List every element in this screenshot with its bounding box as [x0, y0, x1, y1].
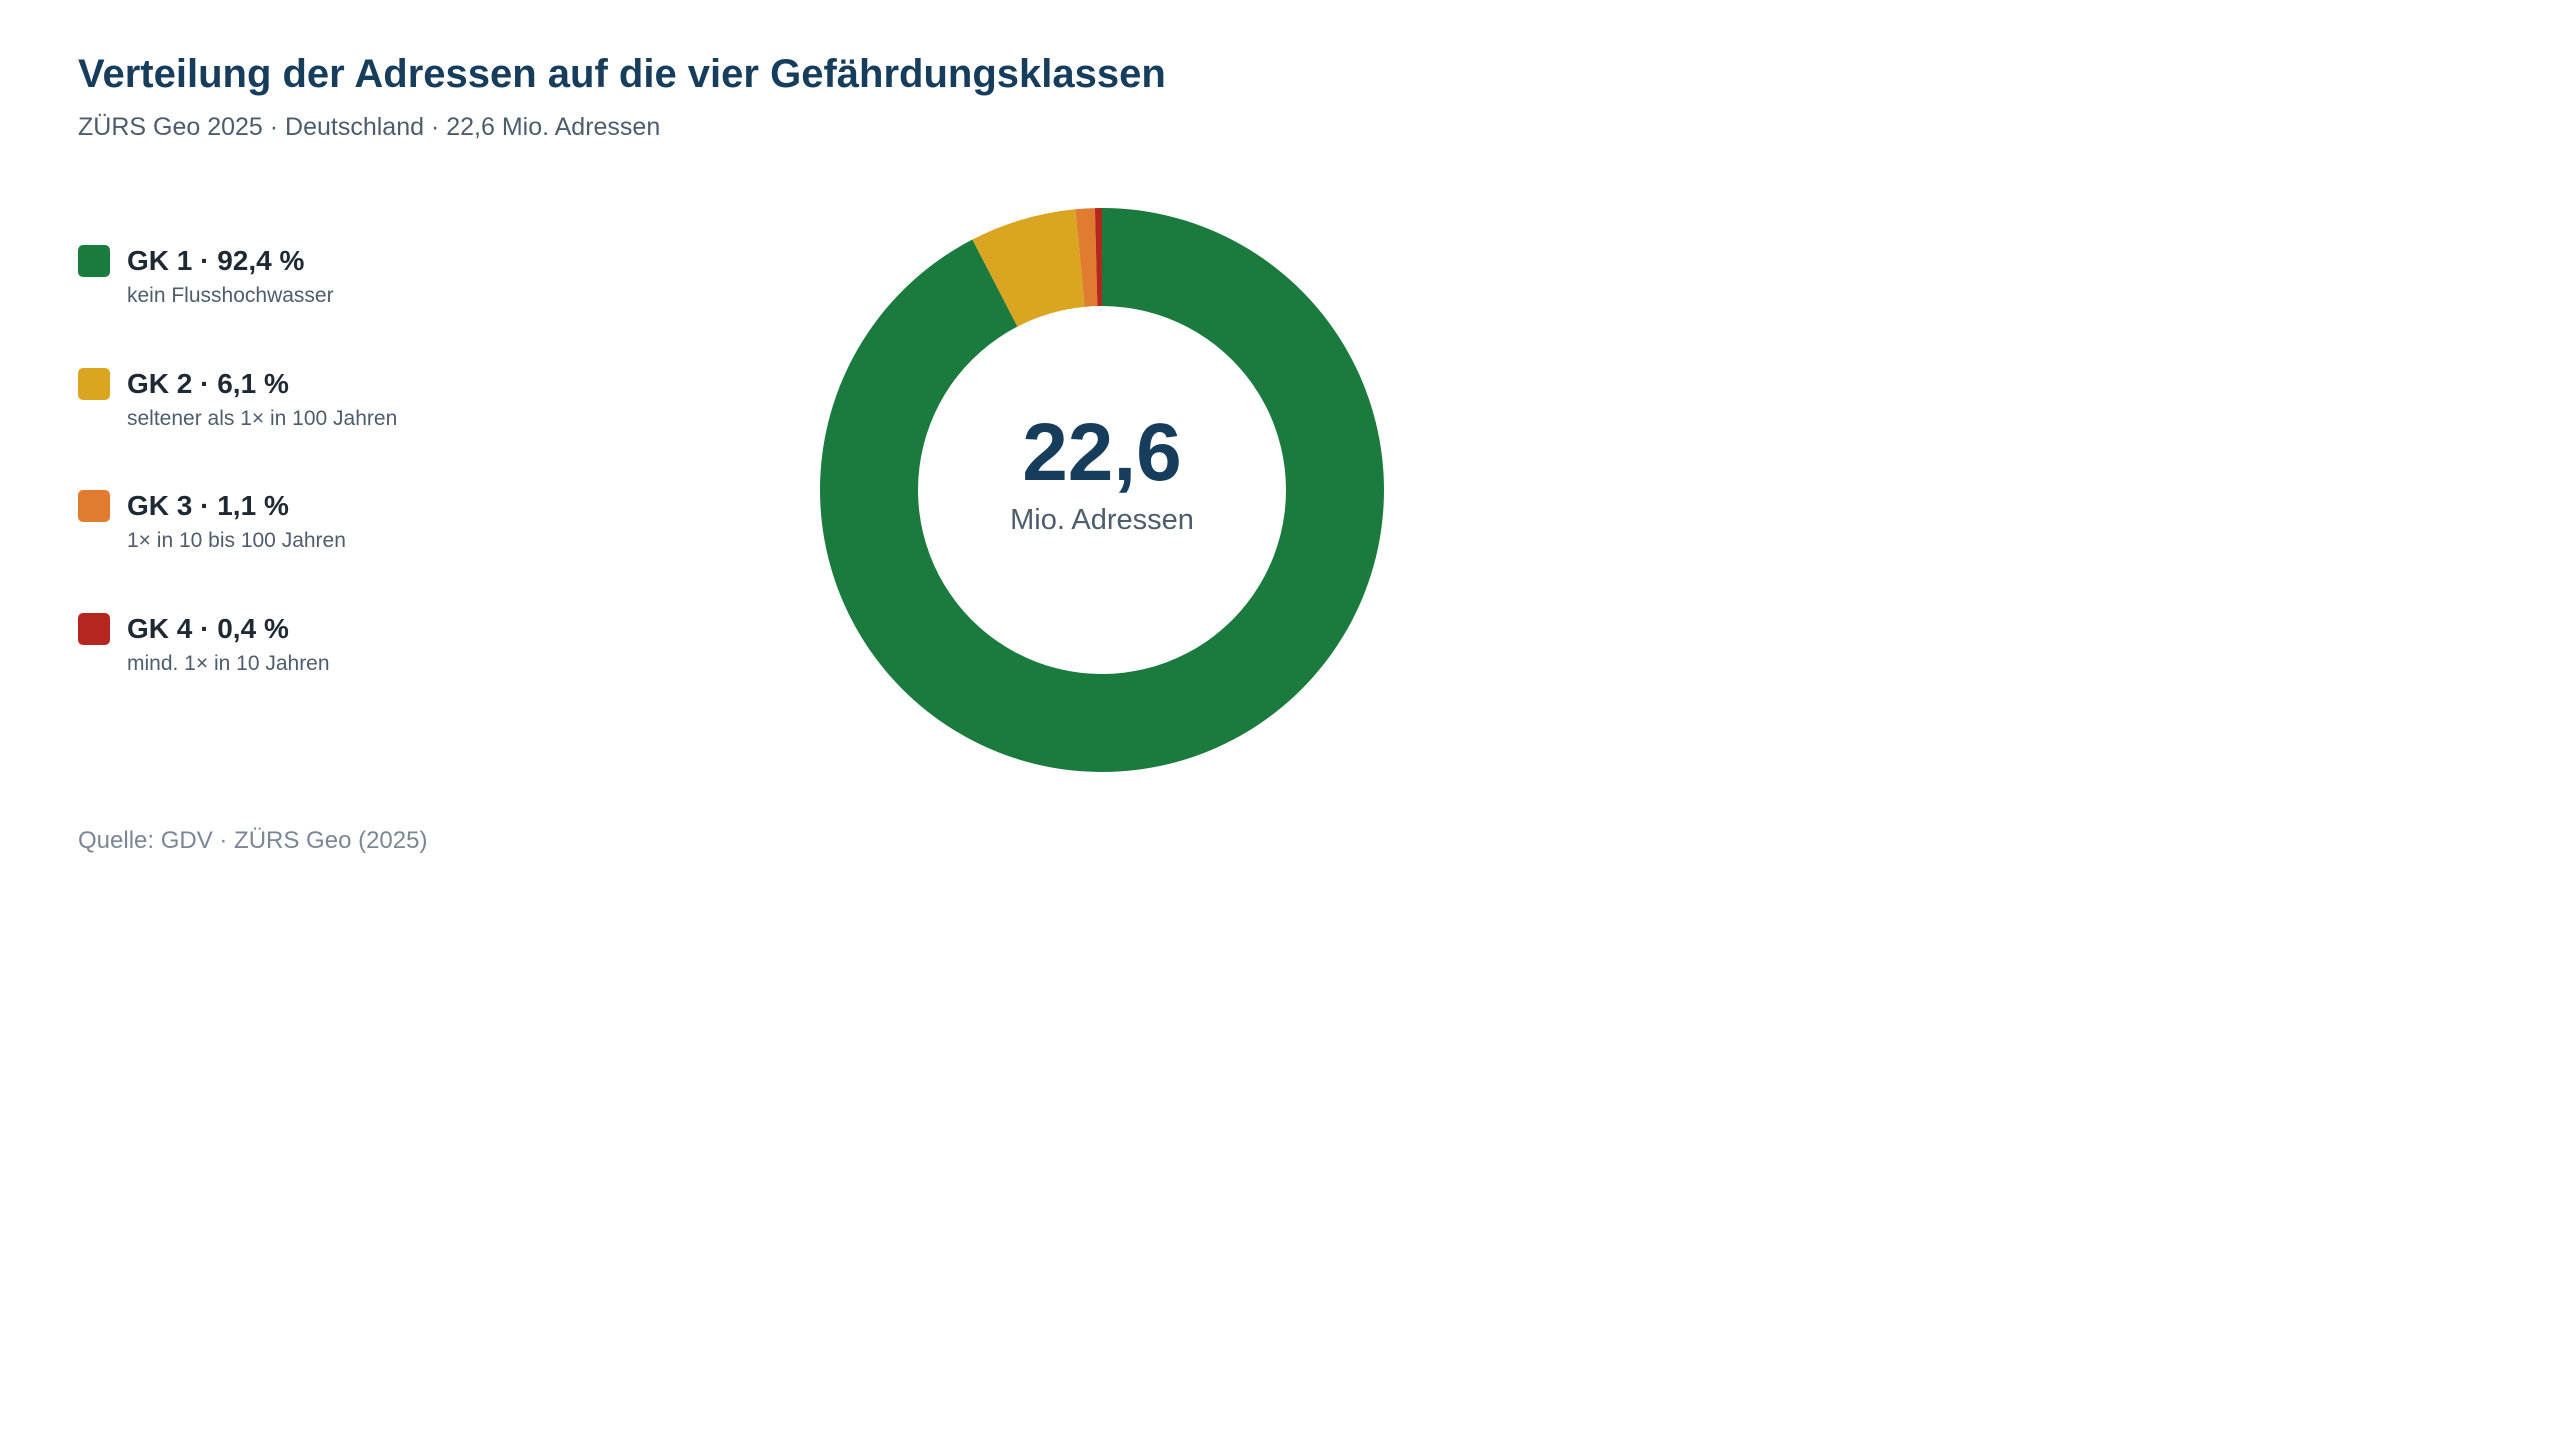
legend-label-gk3: GK 3 · 1,1 % [127, 490, 289, 521]
legend-description-gk3: 1× in 10 bis 100 Jahren [127, 529, 346, 552]
donut-slice-gk4 [1094, 208, 1102, 307]
legend-swatch-gk2 [78, 367, 110, 400]
legend-item-gk3: GK 3 · 1,1 % 1× in 10 bis 100 Jahren [78, 488, 678, 611]
donut-slice-gk3 [1075, 208, 1098, 307]
legend-item-gk1: GK 1 · 92,4 % kein Flusshochwasser [78, 243, 678, 366]
chart-subtitle: ZÜRS Geo 2025 · Deutschland · 22,6 Mio. … [78, 113, 661, 141]
donut-slice-gk2 [972, 209, 1085, 327]
center-total-label: Mio. Adressen [1010, 504, 1194, 536]
legend-label-gk1: GK 1 · 92,4 % [127, 245, 305, 276]
legend-item-gk2: GK 2 · 6,1 % seltener als 1× in 100 Jahr… [78, 366, 678, 489]
legend-item-gk4: GK 4 · 0,4 % mind. 1× in 10 Jahren [78, 611, 678, 734]
legend-swatch-gk3 [78, 490, 110, 522]
legend-description-gk1: kein Flusshochwasser [127, 284, 334, 307]
donut-slices [819, 208, 1384, 772]
legend-description-gk4: mind. 1× in 10 Jahren [127, 651, 330, 675]
center-total-value: 22,6 [1022, 407, 1182, 498]
legend-description-gk2: seltener als 1× in 100 Jahren [127, 406, 398, 430]
source-note: Quelle: GDV · ZÜRS Geo (2025) [78, 827, 428, 854]
legend-label-gk2: GK 2 · 6,1 % [127, 367, 289, 399]
legend-label-gk4: GK 4 · 0,4 % [127, 612, 289, 644]
legend-swatch-gk4 [78, 612, 110, 645]
chart-title: Verteilung der Adressen auf die vier Gef… [78, 52, 1166, 96]
legend-swatch-gk1 [78, 245, 110, 277]
donut-chart: 22,6 Mio. Adressen [819, 208, 1384, 772]
donut-slice-gk1 [819, 208, 1384, 772]
legend: GK 1 · 92,4 % kein Flusshochwasser GK 2 … [78, 243, 678, 733]
